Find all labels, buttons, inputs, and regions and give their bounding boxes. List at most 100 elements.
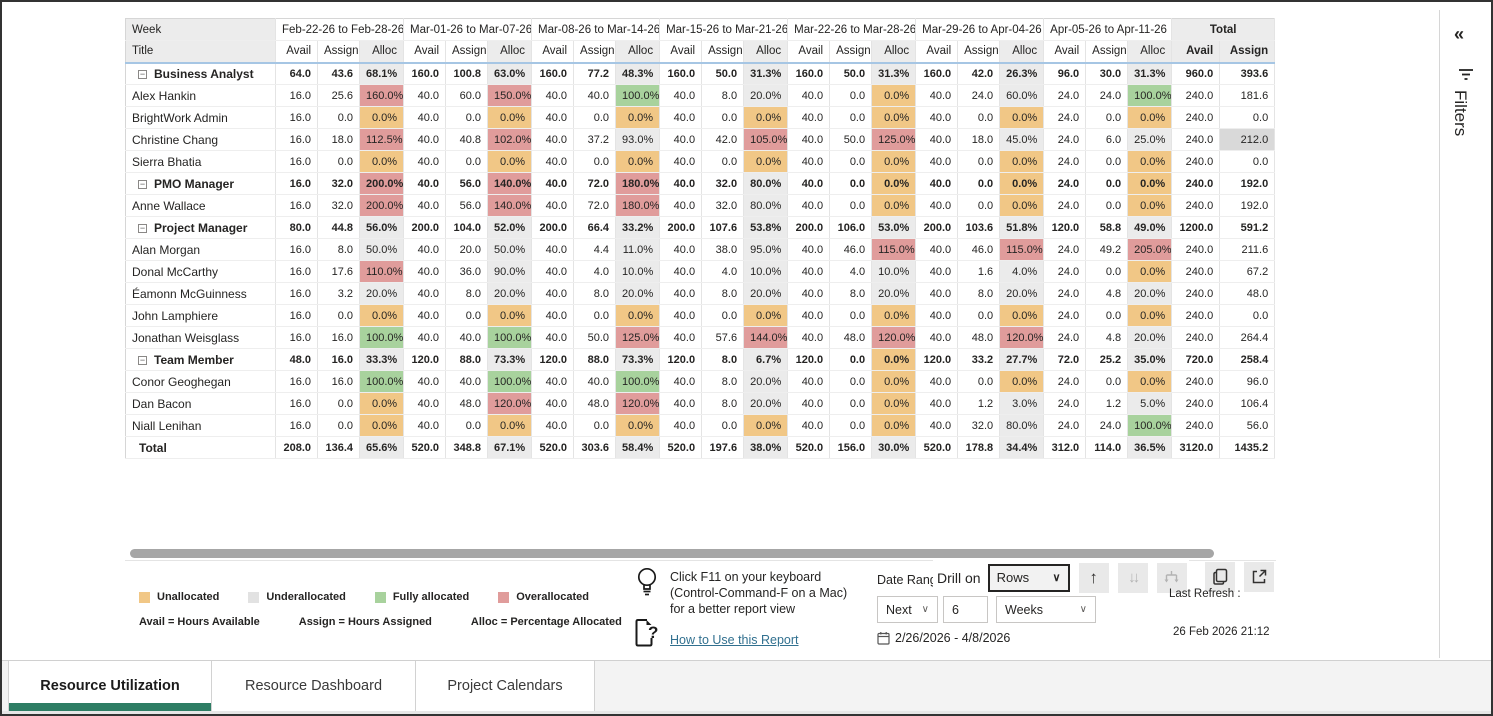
avail-cell[interactable]: 24.0 [1043,260,1087,283]
assign-cell[interactable]: 0.0 [1085,194,1129,217]
alloc-cell[interactable]: 31.3% [743,62,789,85]
total-row-label[interactable]: Total [125,436,276,459]
alloc-cell[interactable]: 100.0% [615,370,661,393]
alloc-cell[interactable]: 58.4% [615,436,661,459]
avail-cell[interactable]: 200.0 [531,216,575,239]
group-row-label[interactable]: − PMO Manager [125,172,276,195]
avail-cell[interactable]: 40.0 [403,106,447,129]
assign-cell[interactable]: 88.0 [445,348,489,371]
person-row-label[interactable]: Conor Geoghegan [125,370,276,393]
total-avail-cell[interactable]: 240.0 [1171,150,1221,173]
avail-cell[interactable]: 160.0 [659,62,703,85]
week-column-header[interactable]: Mar-15-26 to Mar-21-26 [659,18,789,41]
alloc-cell[interactable]: 48.3% [615,62,661,85]
total-avail-cell[interactable]: 720.0 [1171,348,1221,371]
assign-cell[interactable]: 18.0 [317,128,360,151]
avail-cell[interactable]: 40.0 [659,128,703,151]
assign-cell[interactable]: 40.0 [573,370,617,393]
matrix-horizontal-scrollbar[interactable] [125,548,1276,559]
alloc-cell[interactable]: 200.0% [359,172,405,195]
avail-cell[interactable]: 16.0 [275,260,318,283]
assign-cell[interactable]: 1.2 [1085,392,1129,415]
alloc-cell[interactable]: 10.0% [871,260,917,283]
person-row-label[interactable]: Dan Bacon [125,392,276,415]
alloc-cell[interactable]: 0.0% [871,84,917,107]
avail-cell[interactable]: 24.0 [1043,84,1087,107]
assign-subheader[interactable]: Assign [445,40,489,64]
avail-cell[interactable]: 160.0 [915,62,959,85]
total-avail-cell[interactable]: 240.0 [1171,260,1221,283]
assign-cell[interactable]: 8.0 [701,370,745,393]
avail-cell[interactable]: 40.0 [531,260,575,283]
range-count-input[interactable]: 6 [943,596,988,623]
avail-cell[interactable]: 40.0 [403,128,447,151]
avail-cell[interactable]: 40.0 [403,194,447,217]
assign-cell[interactable]: 178.8 [957,436,1001,459]
assign-cell[interactable]: 0.0 [957,150,1001,173]
assign-cell[interactable]: 0.0 [701,150,745,173]
alloc-cell[interactable]: 51.8% [999,216,1045,239]
avail-cell[interactable]: 16.0 [275,128,318,151]
assign-cell[interactable]: 56.0 [445,172,489,195]
assign-cell[interactable]: 40.0 [445,326,489,349]
assign-cell[interactable]: 48.0 [829,326,873,349]
alloc-cell[interactable]: 0.0% [359,392,405,415]
avail-cell[interactable]: 16.0 [275,238,318,261]
assign-cell[interactable]: 0.0 [1085,150,1129,173]
week-column-header[interactable]: Mar-01-26 to Mar-07-26 [403,18,533,41]
avail-cell[interactable]: 40.0 [403,150,447,173]
assign-cell[interactable]: 4.4 [573,238,617,261]
alloc-cell[interactable]: 115.0% [871,238,917,261]
assign-cell[interactable]: 303.6 [573,436,617,459]
assign-cell[interactable]: 4.0 [701,260,745,283]
avail-subheader[interactable]: Avail [915,40,959,64]
assign-cell[interactable]: 0.0 [829,84,873,107]
avail-cell[interactable]: 40.0 [915,370,959,393]
assign-cell[interactable]: 32.0 [317,172,360,195]
avail-cell[interactable]: 24.0 [1043,106,1087,129]
avail-cell[interactable]: 312.0 [1043,436,1087,459]
alloc-cell[interactable]: 5.0% [1127,392,1173,415]
assign-cell[interactable]: 8.0 [701,392,745,415]
assign-cell[interactable]: 57.6 [701,326,745,349]
alloc-subheader[interactable]: Alloc [615,40,661,64]
avail-cell[interactable]: 40.0 [915,238,959,261]
alloc-cell[interactable]: 49.0% [1127,216,1173,239]
assign-cell[interactable]: 103.6 [957,216,1001,239]
avail-cell[interactable]: 40.0 [531,414,575,437]
alloc-cell[interactable]: 0.0% [871,150,917,173]
alloc-cell[interactable]: 0.0% [615,150,661,173]
assign-cell[interactable]: 32.0 [317,194,360,217]
scrollbar-thumb[interactable] [130,549,1214,558]
alloc-cell[interactable]: 20.0% [871,282,917,305]
person-row-label[interactable]: Niall Lenihan [125,414,276,437]
assign-cell[interactable]: 0.0 [445,106,489,129]
alloc-cell[interactable]: 0.0% [743,304,789,327]
assign-cell[interactable]: 46.0 [957,238,1001,261]
assign-cell[interactable]: 106.0 [829,216,873,239]
alloc-cell[interactable]: 0.0% [871,194,917,217]
assign-cell[interactable]: 0.0 [829,304,873,327]
assign-cell[interactable]: 72.0 [573,172,617,195]
avail-cell[interactable]: 24.0 [1043,194,1087,217]
avail-cell[interactable]: 160.0 [531,62,575,85]
assign-cell[interactable]: 88.0 [573,348,617,371]
alloc-cell[interactable]: 0.0% [1127,304,1173,327]
alloc-cell[interactable]: 0.0% [871,172,917,195]
avail-cell[interactable]: 520.0 [787,436,831,459]
alloc-cell[interactable]: 3.0% [999,392,1045,415]
assign-cell[interactable]: 100.8 [445,62,489,85]
alloc-subheader[interactable]: Alloc [871,40,917,64]
avail-cell[interactable]: 40.0 [787,282,831,305]
assign-cell[interactable]: 0.0 [1085,172,1129,195]
alloc-cell[interactable]: 20.0% [1127,326,1173,349]
alloc-cell[interactable]: 102.0% [487,128,533,151]
avail-cell[interactable]: 40.0 [659,172,703,195]
assign-cell[interactable]: 44.8 [317,216,360,239]
avail-cell[interactable]: 40.0 [403,370,447,393]
avail-cell[interactable]: 520.0 [915,436,959,459]
alloc-cell[interactable]: 0.0% [615,414,661,437]
total-avail-cell[interactable]: 240.0 [1171,370,1221,393]
assign-cell[interactable]: 8.0 [573,282,617,305]
alloc-cell[interactable]: 0.0% [999,172,1045,195]
